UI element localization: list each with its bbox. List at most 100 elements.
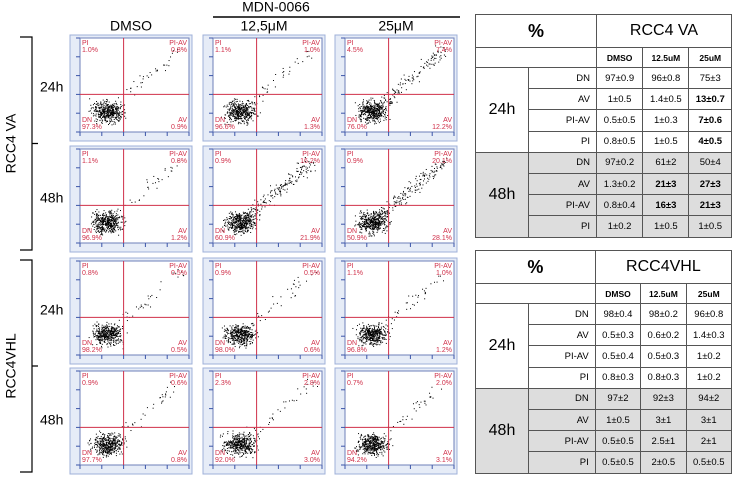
cell-dot: [378, 324, 379, 325]
cell-dot: [131, 202, 132, 203]
cell-dot: [226, 336, 227, 337]
cell-dot: [378, 217, 379, 218]
cell-dot: [104, 215, 105, 216]
cell-dot: [280, 185, 281, 186]
cell-dot: [373, 334, 374, 335]
cell-dot: [230, 112, 231, 113]
cell-dot: [238, 111, 239, 112]
cell-dot: [283, 68, 284, 69]
cell-dot: [113, 341, 114, 342]
cell-dot: [234, 335, 235, 336]
cell-dot: [104, 102, 105, 103]
cell-dot: [104, 443, 105, 444]
cell-dot: [434, 175, 435, 176]
cell-dot: [380, 336, 381, 337]
cell-dot: [253, 227, 254, 228]
cell-dot: [101, 329, 102, 330]
cell-dot: [359, 227, 360, 228]
cell-dot: [255, 104, 256, 105]
cell-dot: [120, 335, 121, 336]
cell-dot: [165, 170, 166, 171]
cell-dot: [143, 195, 144, 196]
cell-dot: [233, 339, 234, 340]
cell-dot: [396, 203, 397, 204]
cell-dot: [116, 331, 117, 332]
cell-dot: [254, 108, 255, 109]
cell-dot: [375, 110, 376, 111]
cell-dot: [298, 287, 299, 288]
quadrant-name: PI-AV: [302, 40, 320, 47]
cell-dot: [387, 325, 388, 326]
cell-dot: [232, 216, 233, 217]
cell-dot: [410, 308, 411, 309]
cell-dot: [234, 105, 235, 106]
cell-dot: [242, 101, 243, 102]
cell-dot: [93, 107, 94, 108]
cell-dot: [235, 332, 236, 333]
cell-dot: [251, 107, 252, 108]
cell-dot: [240, 214, 241, 215]
cell-dot: [104, 327, 105, 328]
cell-dot: [377, 118, 378, 119]
cell-dot: [244, 109, 245, 110]
cell-dot: [382, 108, 383, 109]
cell-dot: [263, 201, 264, 202]
cell-dot: [102, 220, 103, 221]
cell-dot: [98, 105, 99, 106]
cell-dot: [270, 195, 271, 196]
cell-dot: [107, 219, 108, 220]
cell-dot: [130, 91, 131, 92]
cell-dot: [239, 337, 240, 338]
cell-dot: [371, 116, 372, 117]
cell-dot: [373, 217, 374, 218]
cell-dot: [237, 339, 238, 340]
cell-dot: [363, 216, 364, 217]
cell-dot: [245, 334, 246, 335]
cell-dot: [279, 187, 280, 188]
cell-dot: [224, 331, 225, 332]
cell-dot: [91, 108, 92, 109]
cell-dot: [97, 226, 98, 227]
cell-dot: [406, 89, 407, 90]
cell-dot: [97, 103, 98, 104]
cell-dot: [379, 333, 380, 334]
cell-dot: [425, 293, 426, 294]
cell-dot: [234, 116, 235, 117]
cell-dot: [238, 119, 239, 120]
cell-dot: [98, 111, 99, 112]
cell-dot: [288, 74, 289, 75]
bracket: [20, 37, 38, 250]
cell-dot: [359, 340, 360, 341]
cell-dot: [247, 119, 248, 120]
cell-dot: [248, 120, 249, 121]
cell-dot: [417, 186, 418, 187]
cell-dot: [404, 79, 405, 80]
cell-dot: [99, 329, 100, 330]
cell-dot: [117, 218, 118, 219]
cell-dot: [100, 215, 101, 216]
cell-dot: [384, 219, 385, 220]
cell-dot: [245, 112, 246, 113]
cell-dot: [305, 167, 306, 168]
cell-dot: [102, 120, 103, 121]
cell-dot: [378, 216, 379, 217]
cell-dot: [376, 118, 377, 119]
cell-dot: [229, 218, 230, 219]
cell-dot: [233, 114, 234, 115]
cell-dot: [117, 219, 118, 220]
cell-dot: [267, 92, 268, 93]
cell-dot: [143, 307, 144, 308]
cell-dot: [148, 77, 149, 78]
cell-dot: [376, 330, 377, 331]
cell-dot: [239, 340, 240, 341]
cell-dot: [377, 108, 378, 109]
cell-dot: [104, 219, 105, 220]
cell-dot: [98, 225, 99, 226]
cell-dot: [168, 65, 169, 66]
cell-dot: [102, 332, 103, 333]
cell-dot: [360, 210, 361, 211]
cell-dot: [122, 328, 123, 329]
cell-dot: [387, 210, 388, 211]
cell-dot: [109, 220, 110, 221]
cell-dot: [100, 223, 101, 224]
